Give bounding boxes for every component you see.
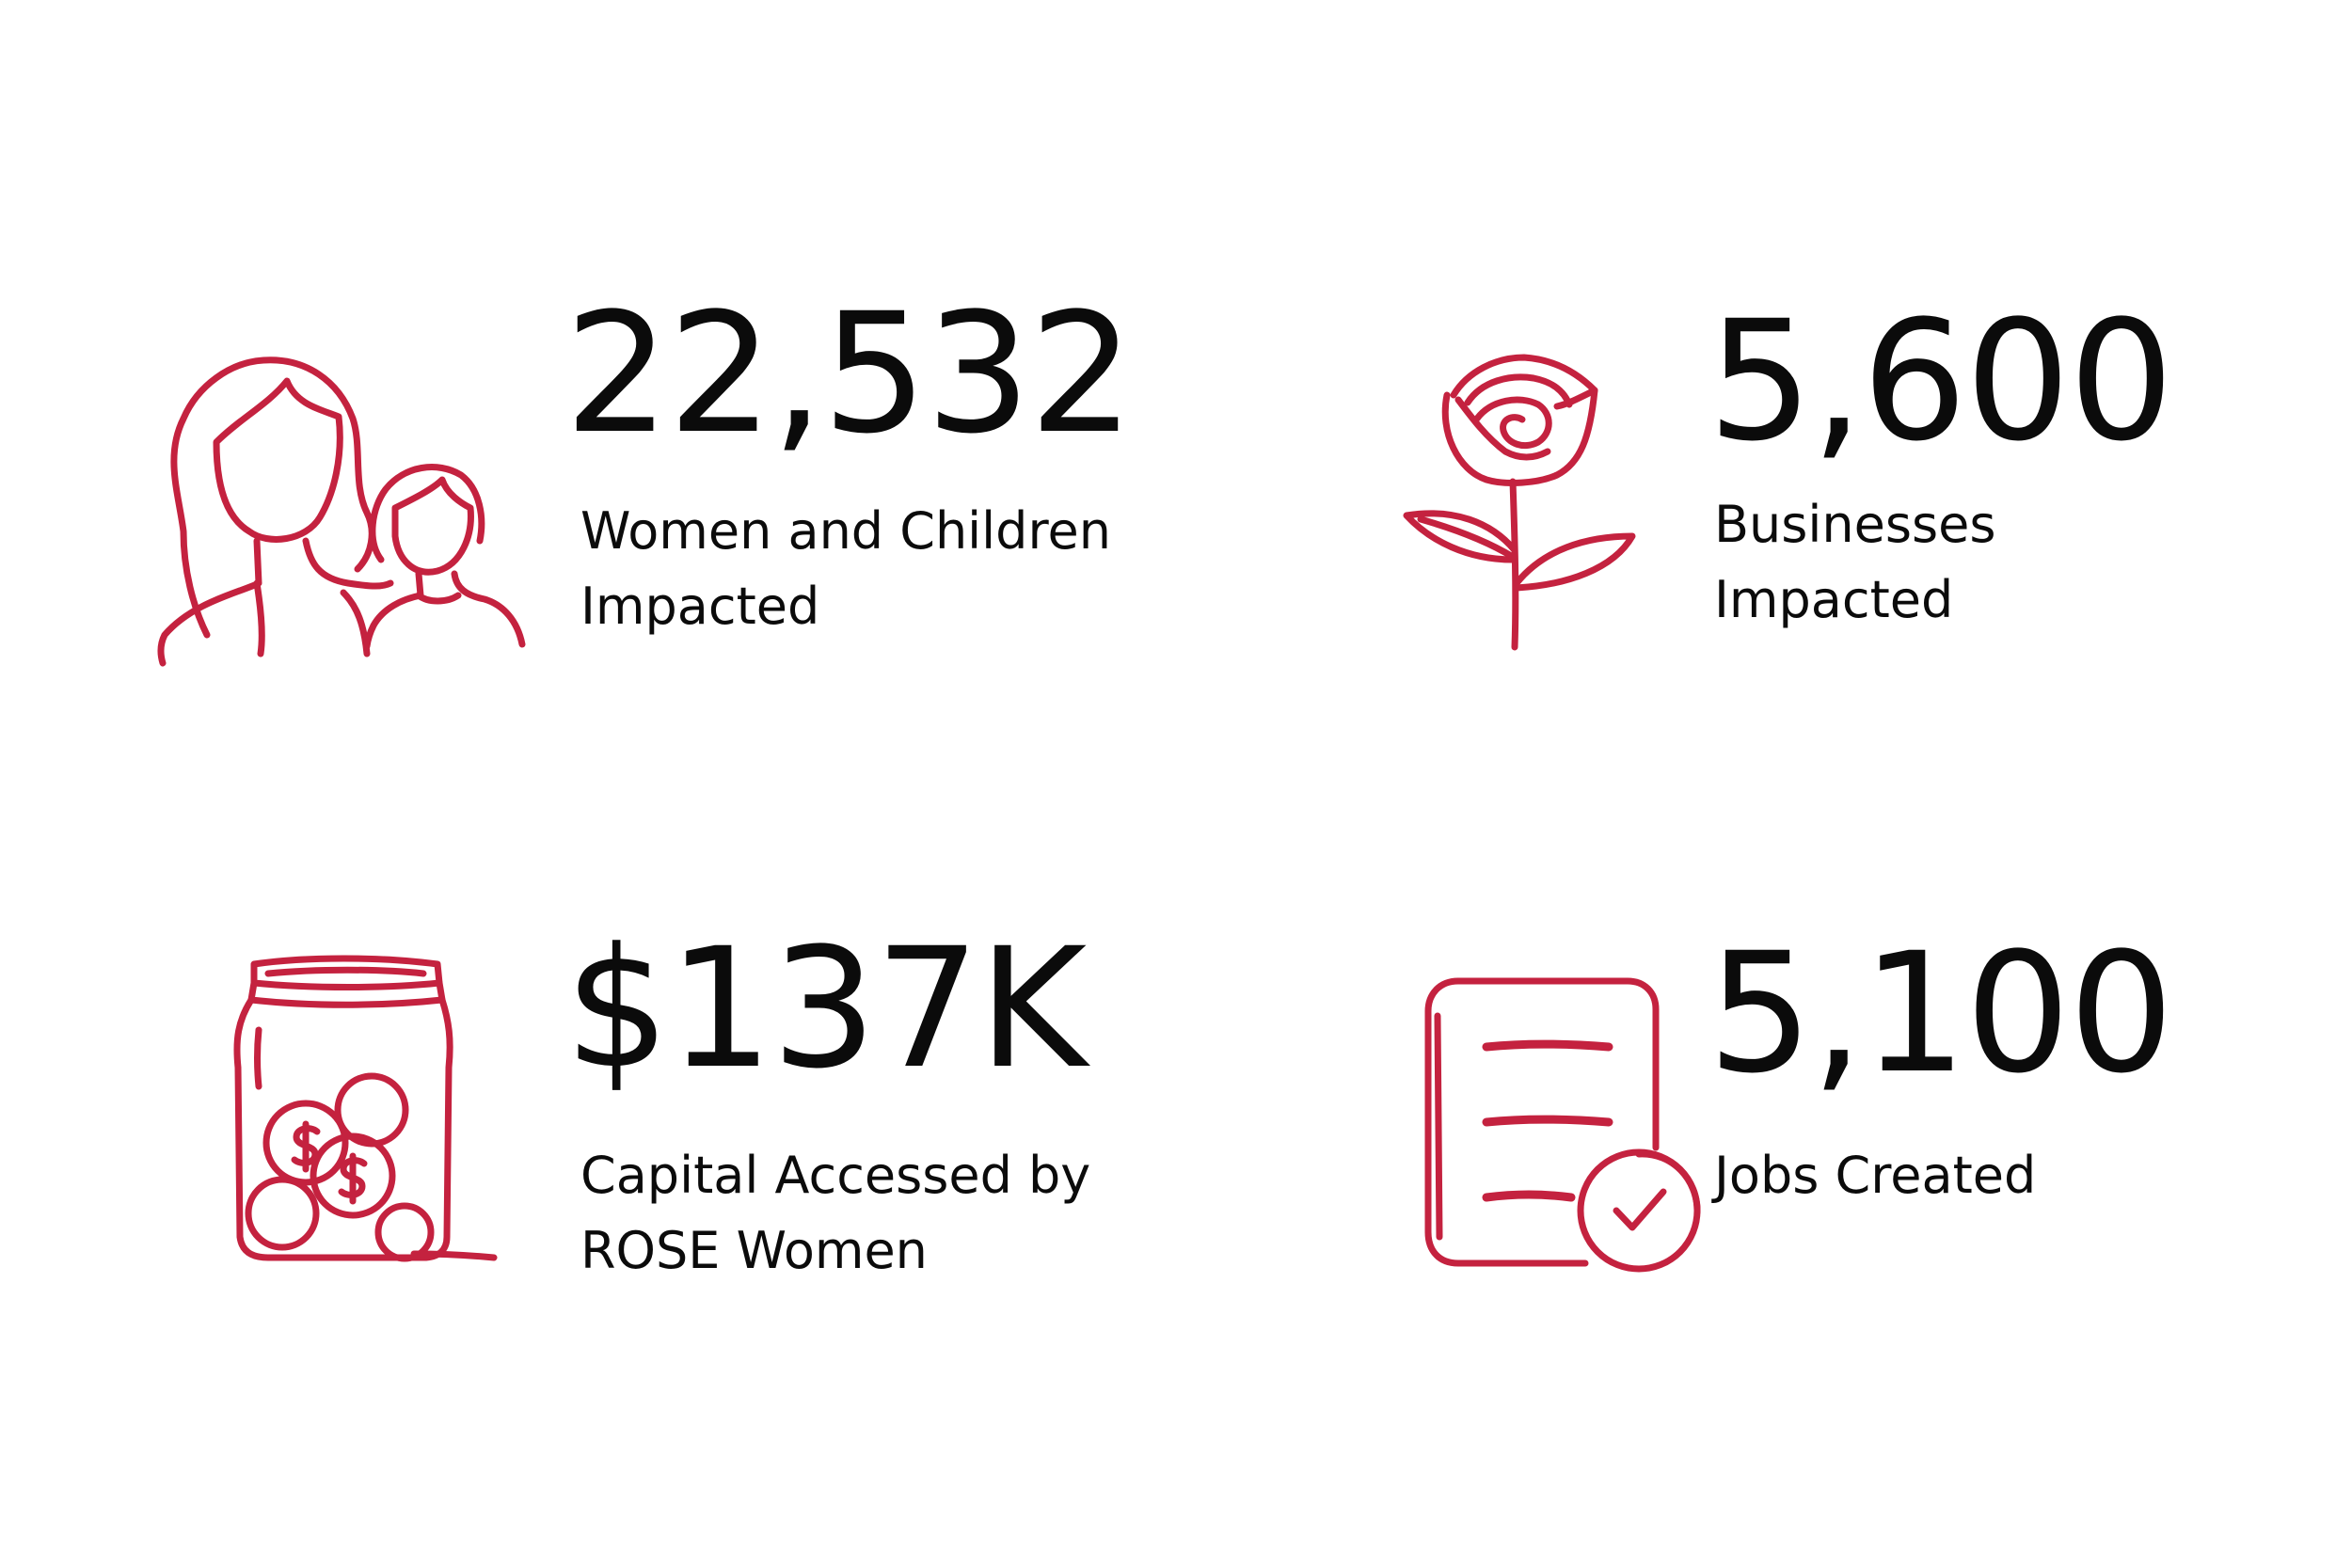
stat-label-line2: Impacted xyxy=(580,577,820,636)
stat-label-line1: Jobs Created xyxy=(1714,1146,2037,1205)
stat-label-line1: Capital Accessed by xyxy=(580,1146,1091,1205)
stat-label-line1: Women and Children xyxy=(580,501,1111,561)
stat-value: 5,600 xyxy=(1708,285,2174,478)
stat-label-line2: ROSE Women xyxy=(580,1221,928,1280)
rose-icon xyxy=(1402,348,1637,651)
stat-value: 22,532 xyxy=(564,277,1135,470)
stat-value: 5,100 xyxy=(1708,917,2174,1110)
checklist-document-icon xyxy=(1421,974,1708,1275)
coin-jar-icon xyxy=(230,955,499,1265)
stat-label-line2: Impacted xyxy=(1714,570,1954,629)
stat-value: $137K xyxy=(564,912,1087,1105)
woman-and-child-icon xyxy=(155,353,527,667)
stat-label-line1: Businesses xyxy=(1714,495,1996,554)
